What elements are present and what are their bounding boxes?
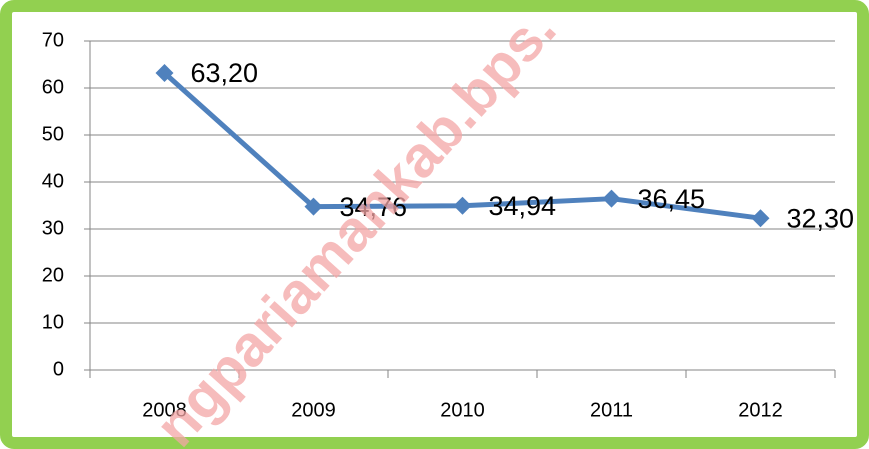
x-tick-label: 2009: [291, 399, 336, 421]
y-tick-label: 40: [42, 170, 64, 192]
data-label: 36,45: [638, 184, 706, 214]
data-point: [453, 196, 472, 215]
x-tick-label: 2012: [738, 399, 783, 421]
y-tick-label: 50: [42, 123, 64, 145]
data-label: 63,20: [191, 58, 259, 88]
y-tick-label: 70: [42, 29, 64, 51]
data-label: 34,94: [489, 191, 557, 221]
data-point: [602, 189, 621, 208]
y-tick-label: 30: [42, 217, 64, 239]
data-label: 32,30: [787, 203, 855, 233]
x-tick-label: 2011: [590, 399, 633, 421]
y-tick-label: 0: [53, 358, 64, 380]
x-tick-label: 2010: [440, 399, 485, 421]
x-tick-label: 2008: [142, 399, 187, 421]
data-label: 34,76: [340, 192, 408, 222]
data-point: [751, 209, 770, 228]
y-tick-label: 10: [42, 311, 64, 333]
data-point: [155, 63, 174, 82]
y-tick-label: 60: [42, 76, 64, 98]
y-tick-label: 20: [42, 264, 64, 286]
data-point: [304, 197, 323, 216]
